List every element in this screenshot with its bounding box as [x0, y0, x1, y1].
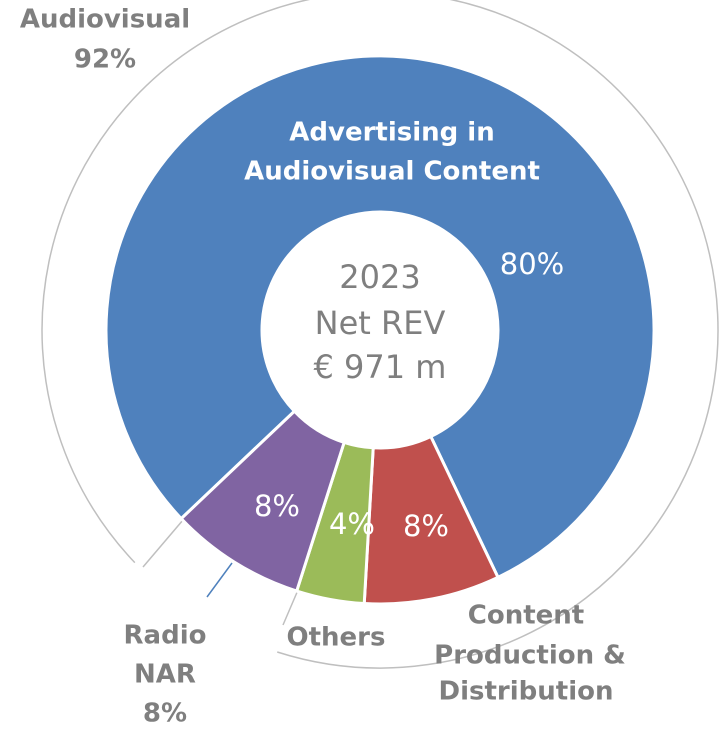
ring-label: Audiovisual [20, 5, 190, 35]
leader-line [142, 519, 184, 568]
center-text: Net REV [315, 304, 446, 342]
ring-value: 92% [74, 45, 136, 75]
value-label: 8% [254, 489, 300, 523]
category-value: 8% [143, 699, 187, 729]
donut-segment [179, 409, 347, 593]
value-label: 80% [500, 247, 564, 281]
category-label: Production & [434, 641, 626, 671]
category-label: Content [468, 601, 584, 631]
value-label: 4% [329, 507, 375, 541]
center-text: 2023 [339, 258, 420, 296]
category-label: Advertising in [289, 118, 494, 148]
leader-line [206, 562, 233, 598]
donut-segment [104, 54, 656, 580]
center-text: € 971 m [314, 348, 447, 386]
category-label: Radio [124, 621, 207, 651]
leader-line [282, 589, 299, 626]
ring-arc [41, 0, 719, 669]
category-label: Others [287, 623, 386, 653]
category-label: Distribution [439, 677, 614, 707]
category-label: Audiovisual Content [244, 157, 540, 187]
category-label: NAR [134, 660, 196, 690]
value-label: 8% [403, 509, 449, 543]
